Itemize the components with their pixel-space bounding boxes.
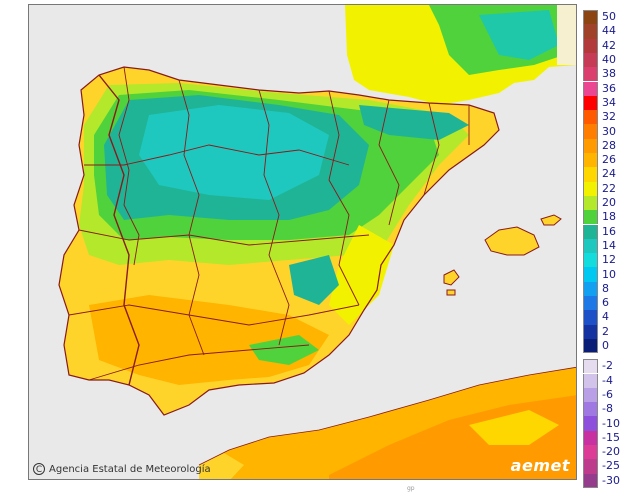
legend-label: -8 [602,402,613,416]
legend-label: 38 [602,67,616,81]
africa-highland [469,410,559,445]
legend-label: 44 [602,24,616,38]
legend-swatch [583,238,598,254]
legend-swatch [583,224,598,239]
legend-swatch [583,167,598,182]
legend-label: -15 [602,430,620,444]
sierra-nevada-cool [249,335,319,365]
legend-swatch [583,416,598,431]
legend-label: -20 [602,445,620,459]
legend-swatch [583,387,598,403]
legend-label: 18 [602,210,616,224]
southeast-yellow [329,225,394,325]
legend-label: 34 [602,95,616,109]
legend-label: -6 [602,387,613,401]
temperature-legend: 50 44 42 40 38 36 34 32 30 28 26 24 22 20 18 16 14 12 10 8 6… [583,10,630,490]
france-east-strip [557,5,576,65]
legend-label: 0 [602,339,609,353]
regional-borders [68,66,470,381]
legend-label: 16 [602,224,616,238]
legend-label: 6 [602,296,609,310]
agency-name: Agencia Estatal de Meteorología [49,463,211,475]
legend-swatch [583,10,598,25]
legend-swatch [583,473,598,488]
agency-credit: C Agencia Estatal de Meteorología [33,463,211,475]
legend-swatch [583,459,598,474]
legend-label: 32 [602,110,616,124]
morocco-north [199,453,244,479]
copyright-icon: C [33,463,45,475]
mallorca-island [484,226,540,256]
legend-label: 40 [602,53,616,67]
legend-swatch [583,138,598,153]
map-canvas [29,5,576,479]
legend-swatch [583,430,598,445]
ibiza-island [443,269,460,286]
alps-cool [479,10,559,60]
legend-label: 24 [602,167,616,181]
legend-label: 36 [602,81,616,95]
legend-swatch [583,445,598,460]
pyrenees-cool [359,105,469,140]
legend-swatch [583,38,598,53]
legend-swatch [583,153,598,168]
legend-swatch [583,359,598,374]
legend-swatch [583,181,598,196]
legend-label: 8 [602,281,609,295]
legend-swatch [583,52,598,68]
legend-label: 42 [602,38,616,52]
legend-label: -25 [602,459,620,473]
legend-swatch [583,402,598,417]
sistema-iberico-cool [289,255,339,305]
legend-swatch [583,338,598,354]
legend-swatch [583,67,598,82]
temperature-map: C Agencia Estatal de Meteorología aemet [28,4,577,480]
legend-swatch [583,95,598,111]
legend-swatch [583,281,598,296]
southern-warm [89,295,329,385]
legend-label: 10 [602,267,616,281]
legend-label: 4 [602,310,609,324]
legend-swatch [583,267,598,282]
legend-label: -10 [602,416,620,430]
legend-label: 30 [602,124,616,138]
iberia-coastline [58,66,500,416]
legend-label: -2 [602,359,613,373]
legend-swatch [583,81,598,96]
legend-swatch [583,310,598,325]
legend-label: -4 [602,373,613,387]
legend-swatch [583,373,598,388]
legend-label: 26 [602,153,616,167]
portugal-border [98,74,140,386]
legend-label: 22 [602,181,616,195]
legend-label: 12 [602,253,616,267]
legend-swatch [583,296,598,311]
legend-label: -30 [602,473,620,487]
legend-label: 28 [602,138,616,152]
menorca-island [540,214,562,226]
africa-coastline [198,366,576,466]
legend-swatch [583,124,598,139]
legend-swatch [583,210,598,225]
small-mark: gp [407,485,415,492]
legend-swatch [583,110,598,125]
aemet-logo: aemet [510,456,570,475]
legend-label: 20 [602,196,616,210]
legend-swatch [583,324,598,339]
legend-label: 14 [602,238,616,252]
formentera-island [446,289,456,296]
meseta-core [139,105,329,200]
legend-swatch [583,253,598,268]
legend-label: 2 [602,324,609,338]
legend-label: 50 [602,10,616,24]
legend-swatch [583,24,598,39]
legend-swatch [583,195,598,211]
